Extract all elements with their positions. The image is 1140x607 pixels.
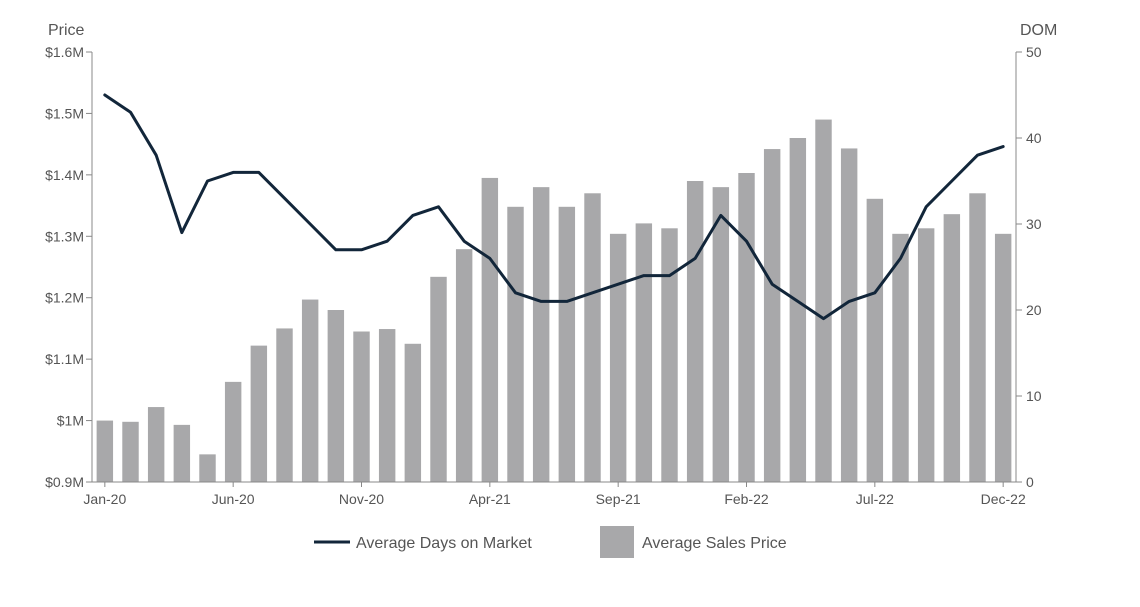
legend-label-line: Average Days on Market	[356, 535, 532, 552]
left-tick-label: $0.9M	[45, 474, 84, 490]
x-tick-label: Jan-20	[83, 491, 126, 507]
left-axis-title: Price	[48, 22, 85, 39]
bar-Jan-21	[404, 343, 422, 482]
x-tick-label: Nov-20	[339, 491, 384, 507]
bar-Feb-20	[122, 421, 139, 482]
left-tick-label: $1.5M	[45, 105, 84, 121]
x-tick-label: Jul-22	[856, 491, 894, 507]
bar-Apr-22	[789, 138, 807, 482]
bar-Jul-22	[866, 198, 884, 482]
bar-Jan-20	[96, 420, 114, 482]
bar-Dec-22	[994, 233, 1012, 482]
bar-series-average-sales-price	[96, 119, 1012, 483]
left-tick-label: $1.6M	[45, 44, 84, 60]
line-average-days-on-market	[103, 93, 1005, 321]
left-tick-label: $1.1M	[45, 351, 84, 367]
legend: Average Days on Market Average Sales Pri…	[314, 526, 787, 558]
bar-Sep-22	[917, 228, 935, 482]
legend-label-bar: Average Sales Price	[642, 535, 787, 552]
bar-Jul-21	[558, 206, 576, 483]
left-tick-label: $1.2M	[45, 290, 84, 306]
bar-May-22	[815, 119, 832, 482]
bar-Nov-22	[969, 193, 986, 483]
bar-May-20	[199, 454, 216, 482]
bar-Jun-22	[840, 148, 858, 482]
right-tick-label: 0	[1026, 474, 1034, 490]
bar-Jun-21	[532, 187, 550, 482]
axes	[91, 52, 1017, 483]
bar-Aug-22	[892, 233, 909, 482]
bar-Jun-20	[224, 381, 242, 482]
bar-Feb-22	[738, 173, 755, 482]
left-tick-label: $1.4M	[45, 167, 84, 183]
x-tick-label: Feb-22	[724, 491, 769, 507]
right-tick-label: 20	[1026, 302, 1042, 318]
x-tick-label: Sep-21	[596, 491, 641, 507]
bar-Oct-20	[327, 310, 345, 482]
bar-Aug-20	[276, 328, 293, 482]
right-tick-label: 50	[1026, 44, 1042, 60]
bar-Dec-20	[378, 329, 396, 482]
x-axis-ticks: Jan-20 Jun-20 Nov-20 Apr-21 Sep-21 Feb-22 Jul-…	[83, 482, 1026, 507]
bar-Apr-20	[173, 424, 191, 482]
bar-Feb-21	[430, 276, 447, 482]
bar-Oct-21	[635, 223, 653, 482]
right-axis-ticks: 0 10 20 30 40 50	[1016, 44, 1042, 490]
right-tick-label: 40	[1026, 130, 1042, 146]
bar-Apr-21	[481, 177, 499, 482]
bar-Jan-22	[712, 187, 730, 482]
bar-Sep-20	[301, 299, 319, 482]
bar-May-21	[507, 206, 524, 483]
bar-Jul-20	[250, 345, 268, 482]
right-axis-title: DOM	[1020, 22, 1057, 39]
left-axis-ticks: $0.9M $1M $1.1M $1.2M $1.3M $1.4M $1.5M $1.6M	[45, 44, 92, 490]
bar-Aug-21	[584, 193, 601, 483]
line-series-average-days-on-market	[103, 93, 1005, 321]
x-tick-label: Apr-21	[469, 491, 511, 507]
bar-Mar-21	[455, 249, 473, 482]
x-tick-label: Jun-20	[212, 491, 255, 507]
bar-Nov-21	[661, 228, 678, 482]
bar-Mar-22	[763, 149, 781, 482]
bar-Sep-21	[609, 233, 627, 482]
right-tick-label: 10	[1026, 388, 1042, 404]
bar-Nov-20	[353, 331, 370, 482]
x-tick-label: Dec-22	[981, 491, 1026, 507]
left-tick-label: $1M	[57, 413, 84, 429]
bar-Oct-22	[943, 214, 961, 483]
bar-Dec-21	[686, 181, 704, 482]
left-tick-label: $1.3M	[45, 228, 84, 244]
legend-swatch-bar	[600, 526, 634, 558]
right-tick-label: 30	[1026, 216, 1042, 232]
bar-Mar-20	[147, 407, 165, 482]
